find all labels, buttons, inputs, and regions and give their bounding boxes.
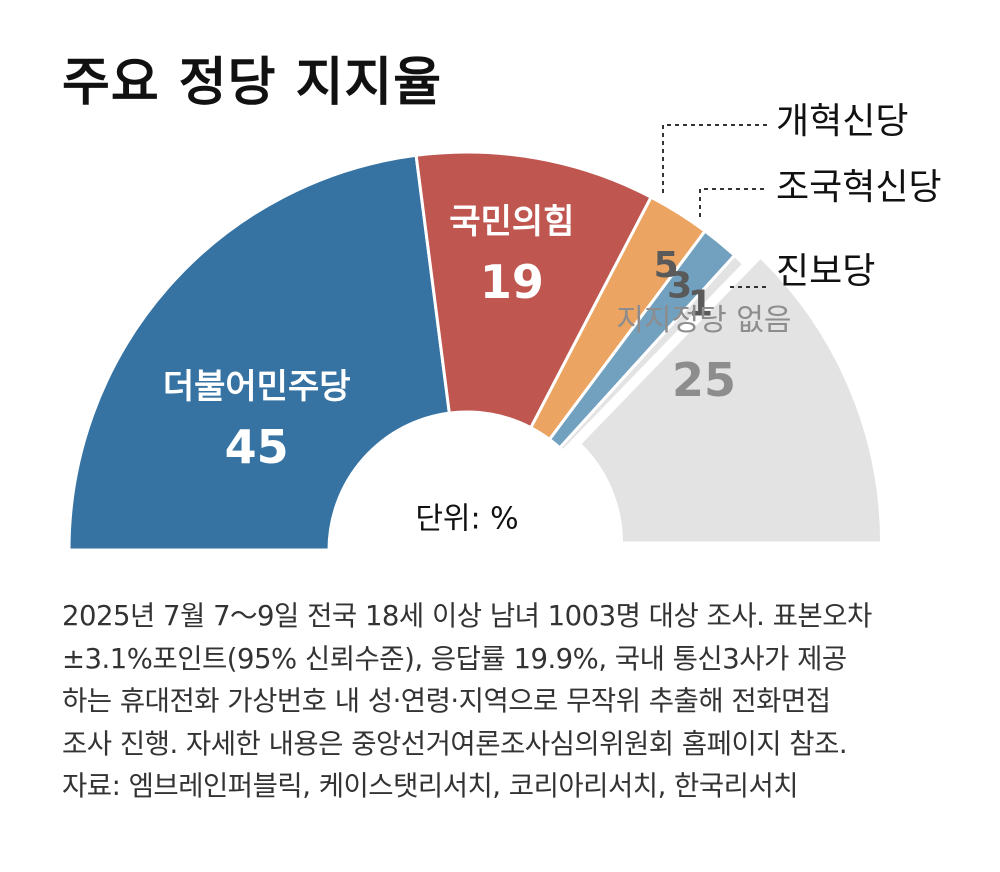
- slice-label: 더불어민주당: [163, 367, 351, 407]
- note-line: ±3.1%포인트(95% 신뢰수준), 응답률 19.9%, 국내 통신3사가 …: [62, 642, 847, 675]
- slice: [67, 153, 451, 552]
- data-label: 45: [225, 420, 289, 474]
- data-label: 5: [654, 245, 679, 286]
- callout-leader: [699, 188, 768, 217]
- slice: [578, 255, 884, 545]
- data-label: 1: [688, 283, 713, 324]
- slice-label: 지지정당 없음: [616, 303, 791, 338]
- data-label: 3: [667, 265, 692, 306]
- slice: [558, 253, 746, 453]
- slice-label: 국민의힘: [449, 202, 574, 242]
- unit-label: 단위: %: [415, 502, 518, 537]
- data-label: 25: [672, 353, 736, 407]
- callout-label: 개혁신당: [776, 101, 908, 142]
- callout-leader: [662, 124, 768, 193]
- slice: [414, 150, 653, 430]
- note-line: 조사 진행. 자세한 내용은 중앙선거여론조사심의위원회 홈페이지 참조.: [62, 727, 848, 760]
- callout-label: 진보당: [776, 251, 875, 292]
- note-line: 자료: 엠브레인퍼블릭, 케이스탯리서치, 코리아리서치, 한국리서치: [62, 770, 799, 802]
- note-line: 2025년 7월 7～9일 전국 18세 이상 남녀 1003명 대상 조사. …: [62, 600, 872, 632]
- callout-label: 조국혁신당: [776, 167, 942, 208]
- data-label: 19: [480, 255, 544, 309]
- note-line: 하는 휴대전화 가상번호 내 성·연령·지역으로 무작위 추출해 전화면접: [62, 685, 831, 717]
- survey-note: 2025년 7월 7～9일 전국 18세 이상 남녀 1003명 대상 조사. …: [62, 595, 962, 808]
- chart-title: 주요 정당 지지율: [62, 53, 443, 113]
